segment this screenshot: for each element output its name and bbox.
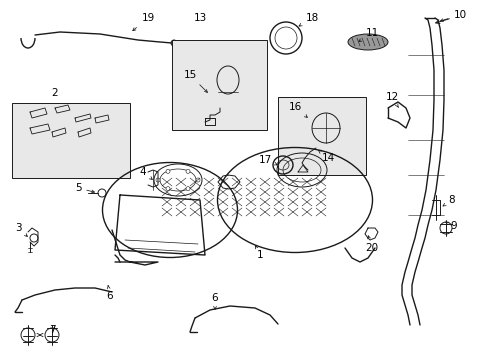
Text: 10: 10 [440, 10, 466, 22]
Circle shape [156, 178, 160, 182]
Text: 18: 18 [299, 13, 318, 26]
Text: 17: 17 [258, 155, 277, 165]
Text: 1: 1 [255, 246, 263, 260]
Text: 20: 20 [365, 236, 378, 253]
FancyBboxPatch shape [12, 103, 130, 178]
FancyBboxPatch shape [172, 40, 266, 130]
Text: 11: 11 [358, 28, 378, 41]
Text: 6: 6 [211, 293, 218, 309]
Ellipse shape [347, 34, 387, 50]
Circle shape [185, 169, 190, 173]
Text: 3: 3 [15, 223, 27, 237]
FancyBboxPatch shape [278, 97, 365, 175]
Text: 19: 19 [133, 13, 154, 31]
Text: 4: 4 [140, 167, 152, 180]
Text: 6: 6 [106, 285, 113, 301]
Circle shape [196, 178, 200, 182]
Circle shape [165, 169, 170, 173]
Text: 7: 7 [49, 325, 55, 335]
Circle shape [165, 187, 170, 191]
Text: 15: 15 [183, 70, 207, 93]
Text: 2: 2 [52, 88, 58, 98]
Text: 16: 16 [288, 102, 307, 117]
Text: 12: 12 [385, 92, 398, 107]
Text: 9: 9 [445, 221, 456, 231]
Text: 13: 13 [193, 13, 206, 23]
Text: 14: 14 [318, 150, 334, 163]
Text: 5: 5 [75, 183, 94, 193]
Circle shape [185, 187, 190, 191]
Text: 8: 8 [442, 195, 454, 206]
